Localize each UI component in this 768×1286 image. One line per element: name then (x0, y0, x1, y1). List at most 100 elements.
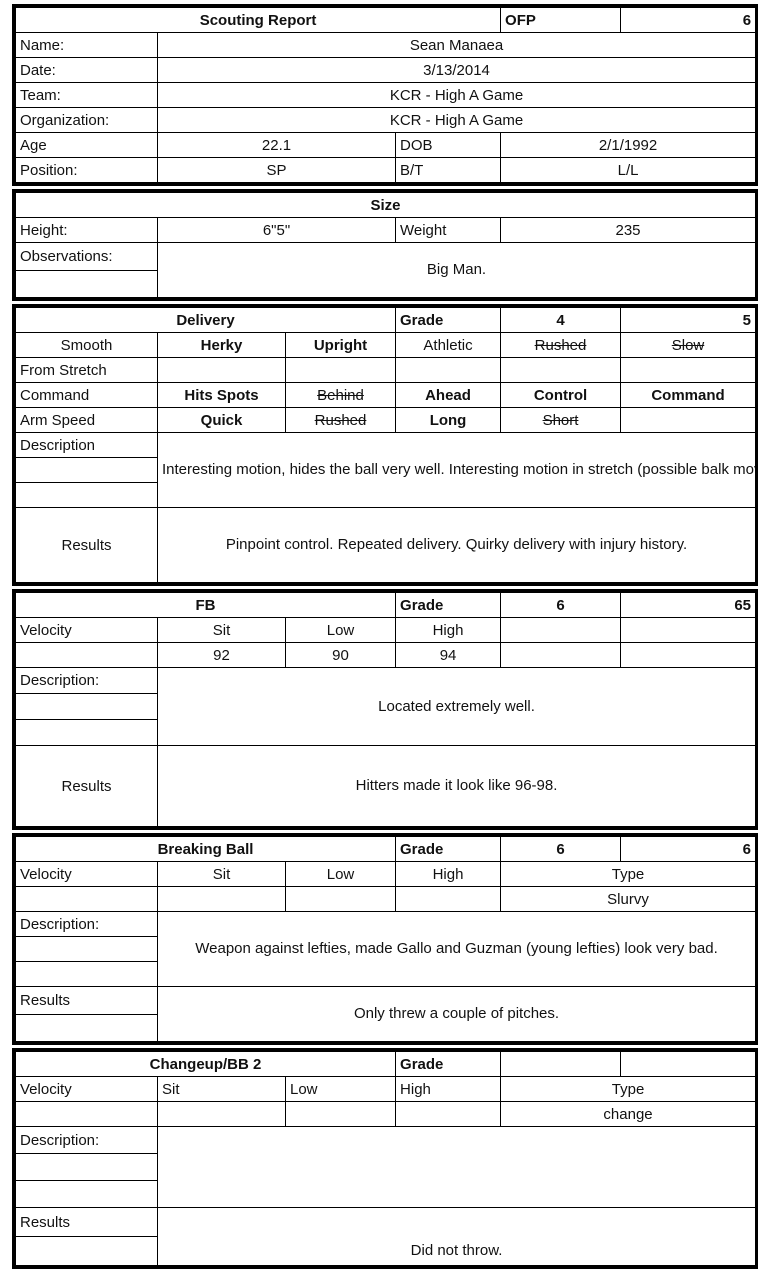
bb-description-value[interactable]: Weapon against lefties, made Gallo and G… (156, 911, 757, 987)
fb-low-value[interactable]: 90 (284, 642, 397, 668)
delivery-option[interactable]: Long (395, 407, 502, 433)
fb-block: FB Grade 6 65 Velocity Sit Low High 92 9… (12, 589, 758, 830)
observations-value: Big Man. (156, 242, 757, 298)
delivery-option[interactable]: Command (620, 382, 757, 408)
delivery-row-label-command: Command (15, 382, 158, 408)
fb-value-blank-1 (500, 642, 622, 668)
delivery-description-value[interactable]: Interesting motion, hides the ball very … (156, 432, 757, 508)
table-row (15, 936, 756, 962)
table-row: Velocity Sit Low High Type (15, 861, 757, 887)
changeup-high-value[interactable] (395, 1101, 502, 1127)
changeup-results-value[interactable]: Did not throw. (156, 1207, 757, 1266)
bb-grade-1: 6 (500, 836, 622, 862)
table-row: Team: KCR - High A Game (15, 82, 757, 108)
table-row: Arm Speed Quick Rushed Long Short (15, 407, 757, 433)
height-value: 6"5" (157, 217, 396, 243)
position-label: Position: (15, 157, 158, 183)
fb-results-value[interactable]: Hitters made it look like 96-98. (156, 745, 757, 827)
fb-description-value[interactable]: Located extremely well. (156, 667, 757, 746)
fb-title: FB (14, 592, 397, 618)
delivery-option[interactable]: Rushed (284, 407, 397, 433)
delivery-description-label: Description (15, 432, 158, 458)
size-table: Size Height: 6"5" Weight 235 Observation… (14, 192, 757, 298)
dob-label: DOB (394, 132, 502, 158)
table-row: Observations: Big Man. (15, 242, 757, 298)
organization-label: Organization: (15, 107, 158, 133)
bb-title-row: Breaking Ball Grade 6 6 (14, 836, 757, 862)
delivery-option[interactable] (157, 357, 286, 383)
delivery-option[interactable] (620, 357, 757, 383)
fb-sit-value[interactable]: 92 (157, 642, 286, 668)
fb-col-low: Low (284, 617, 397, 643)
delivery-option[interactable]: Upright (284, 332, 397, 358)
report-title: Scouting Report (14, 7, 502, 33)
name-label: Name: (15, 32, 158, 58)
breaking-ball-table: Breaking Ball Grade 6 6 Velocity Sit Low… (14, 836, 757, 1042)
table-row: change (15, 1101, 757, 1127)
table-row: Description: (15, 1126, 757, 1208)
delivery-row-label-from-stretch: From Stretch (15, 357, 158, 383)
changeup-table: Changeup/BB 2 Grade Velocity Sit Low Hig… (14, 1051, 757, 1266)
bb-results-value[interactable]: Only threw a couple of pitches. (156, 986, 757, 1042)
delivery-option[interactable]: Slow (620, 332, 757, 358)
fb-title-row: FB Grade 6 65 (14, 592, 757, 618)
fb-description-filler-1 (15, 693, 158, 720)
changeup-grade-1 (500, 1051, 622, 1077)
size-block: Size Height: 6"5" Weight 235 Observation… (12, 189, 758, 301)
bb-description-label: Description: (15, 911, 158, 937)
fb-velocity-blank-2 (620, 617, 757, 643)
delivery-option[interactable] (284, 357, 397, 383)
changeup-type-value[interactable]: change (500, 1101, 757, 1127)
table-row: Results Pinpoint control. Repeated deliv… (15, 507, 757, 583)
table-row: Date: 3/13/2014 (15, 57, 757, 83)
table-row: Height: 6"5" Weight 235 (15, 217, 757, 243)
header-row: Scouting Report OFP 6 (14, 7, 757, 33)
delivery-option[interactable] (395, 357, 502, 383)
delivery-option[interactable]: Herky (157, 332, 286, 358)
bb-low-value[interactable] (284, 886, 397, 912)
bb-results-filler (15, 1013, 158, 1042)
delivery-results-value[interactable]: Pinpoint control. Repeated delivery. Qui… (156, 507, 757, 583)
changeup-results-filler (15, 1236, 158, 1266)
changeup-col-sit: Sit (157, 1076, 286, 1102)
breaking-ball-block: Breaking Ball Grade 6 6 Velocity Sit Low… (12, 833, 758, 1045)
header-info-table: Scouting Report OFP 6 Name: Sean Manaea … (14, 7, 757, 183)
changeup-grade-2 (620, 1051, 757, 1077)
changeup-low-value[interactable] (284, 1101, 397, 1127)
changeup-col-type: Type (500, 1076, 757, 1102)
delivery-option[interactable] (500, 357, 622, 383)
changeup-description-label: Description: (15, 1126, 158, 1154)
delivery-option[interactable]: Hits Spots (157, 382, 286, 408)
delivery-option[interactable]: Control (500, 382, 622, 408)
position-value: SP (157, 157, 396, 183)
changeup-description-filler-2 (15, 1180, 158, 1208)
size-title-row: Size (14, 192, 757, 218)
delivery-option[interactable]: Quick (157, 407, 286, 433)
delivery-option[interactable]: Behind (284, 382, 397, 408)
fb-results-label: Results (15, 745, 158, 827)
delivery-option[interactable]: Short (500, 407, 622, 433)
delivery-results-label: Results (15, 507, 158, 583)
changeup-description-value[interactable] (156, 1126, 757, 1208)
bb-type-value[interactable]: Slurvy (500, 886, 757, 912)
bb-sit-value[interactable] (157, 886, 286, 912)
changeup-title-row: Changeup/BB 2 Grade (14, 1051, 757, 1077)
bb-high-value[interactable] (395, 886, 502, 912)
table-row: Results Hitters made it look like 96-98. (15, 745, 757, 827)
delivery-option[interactable]: Athletic (395, 332, 502, 358)
changeup-col-low: Low (284, 1076, 397, 1102)
fb-high-value[interactable]: 94 (395, 642, 502, 668)
changeup-results-label: Results (15, 1207, 158, 1237)
changeup-sit-value[interactable] (157, 1101, 286, 1127)
header-info-block: Scouting Report OFP 6 Name: Sean Manaea … (12, 4, 758, 186)
table-row: Organization: KCR - High A Game (15, 107, 757, 133)
fb-description-label: Description: (15, 667, 158, 694)
delivery-description-filler-2 (15, 482, 158, 508)
delivery-option[interactable] (620, 407, 757, 433)
delivery-option[interactable]: Rushed (500, 332, 622, 358)
name-value: Sean Manaea (156, 32, 757, 58)
table-row: Smooth Herky Upright Athletic Rushed Slo… (15, 332, 757, 358)
delivery-option[interactable]: Ahead (395, 382, 502, 408)
bb-description-filler-1 (15, 936, 158, 962)
fb-velocity-blank-1 (500, 617, 622, 643)
